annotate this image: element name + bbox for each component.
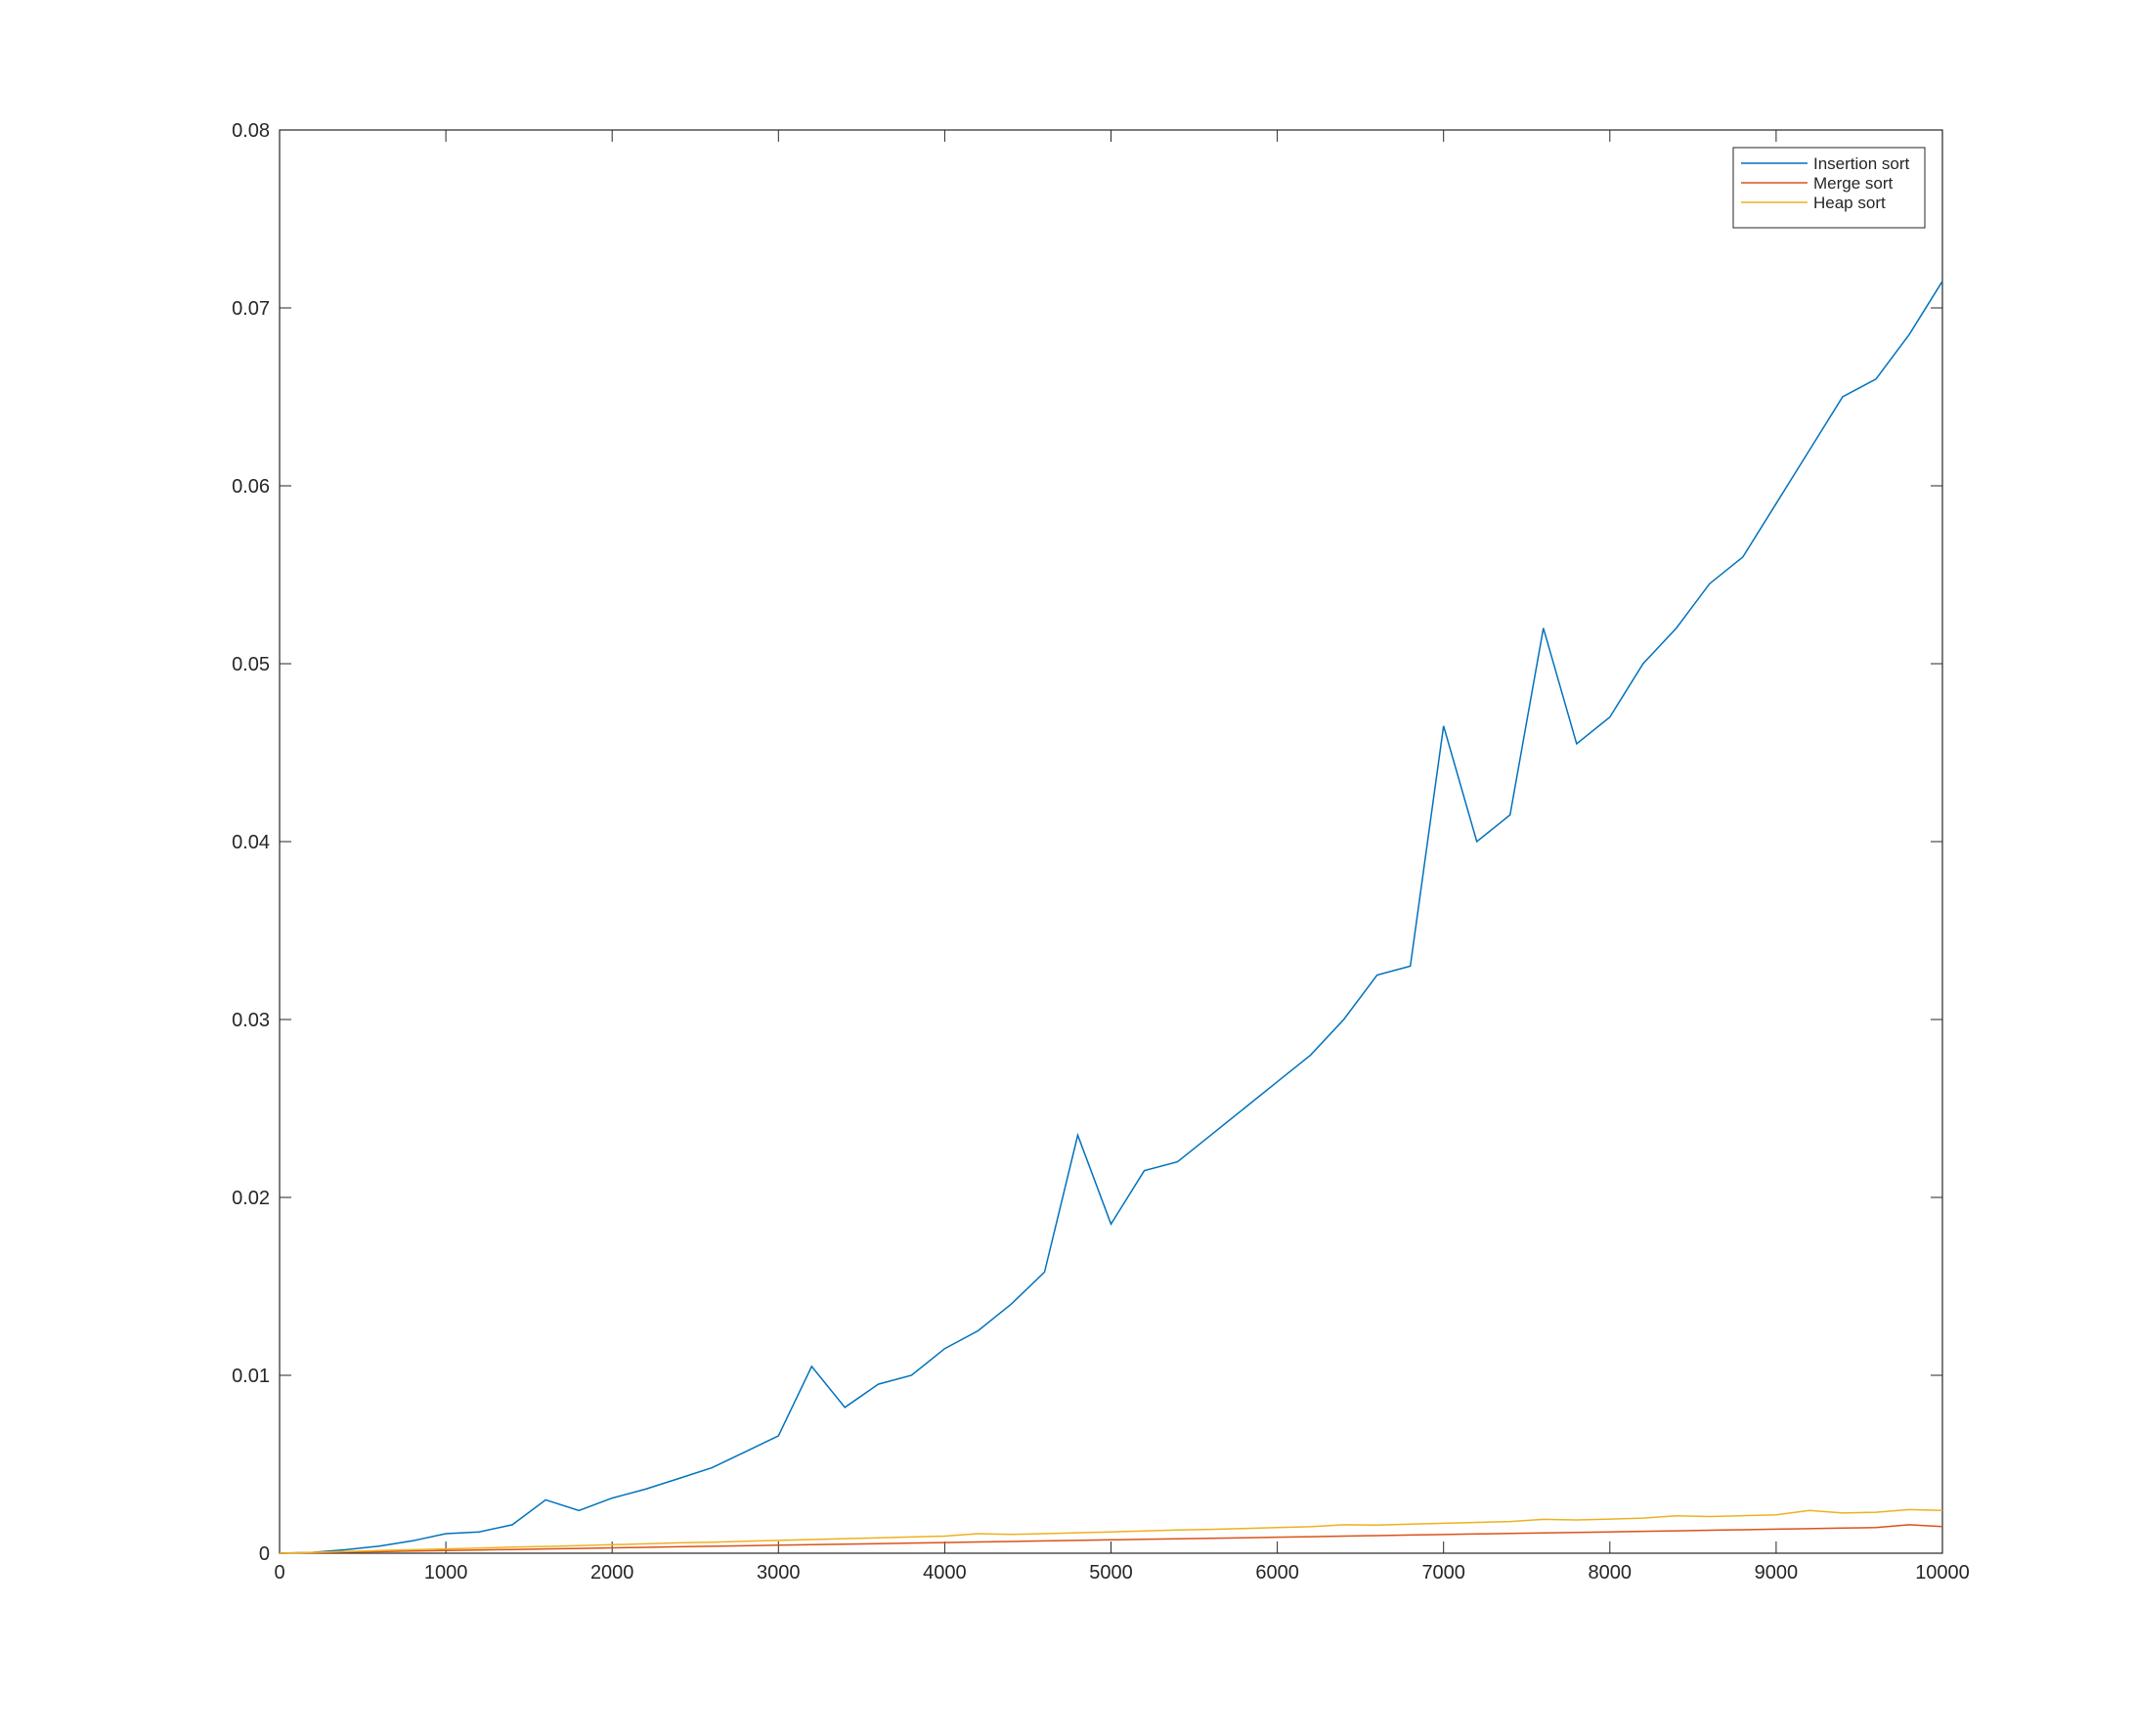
y-tick-label: 0.04 <box>232 832 270 853</box>
x-tick-label: 9000 <box>1755 1562 1799 1584</box>
x-tick-label: 10000 <box>1915 1562 1970 1584</box>
x-tick-label: 2000 <box>590 1562 634 1584</box>
y-tick-label: 0.08 <box>232 120 270 142</box>
series-line <box>279 1524 1943 1554</box>
x-tick-label: 0 <box>274 1562 284 1584</box>
y-tick-label: 0.01 <box>232 1366 270 1387</box>
series-line <box>279 281 1943 1554</box>
x-tick-label: 6000 <box>1255 1562 1299 1584</box>
plot-area <box>279 129 1943 1554</box>
y-tick-label: 0.02 <box>232 1188 270 1209</box>
y-tick-label: 0.06 <box>232 476 270 498</box>
legend-box <box>1732 147 1926 229</box>
x-tick-label: 4000 <box>923 1562 967 1584</box>
x-tick-label: 1000 <box>424 1562 468 1584</box>
x-tick-label: 8000 <box>1589 1562 1633 1584</box>
y-tick-label: 0 <box>259 1543 270 1565</box>
y-tick-label: 0.07 <box>232 298 270 320</box>
series-line <box>279 1508 1943 1554</box>
y-tick-label: 0.05 <box>232 654 270 675</box>
x-tick-label: 3000 <box>757 1562 801 1584</box>
x-tick-label: 5000 <box>1089 1562 1133 1584</box>
legend-label: Insertion sort <box>1813 154 1910 173</box>
y-tick-label: 0.03 <box>232 1010 270 1031</box>
legend-label: Merge sort <box>1813 174 1894 193</box>
legend-label: Heap sort <box>1813 194 1886 212</box>
x-tick-label: 7000 <box>1421 1562 1465 1584</box>
